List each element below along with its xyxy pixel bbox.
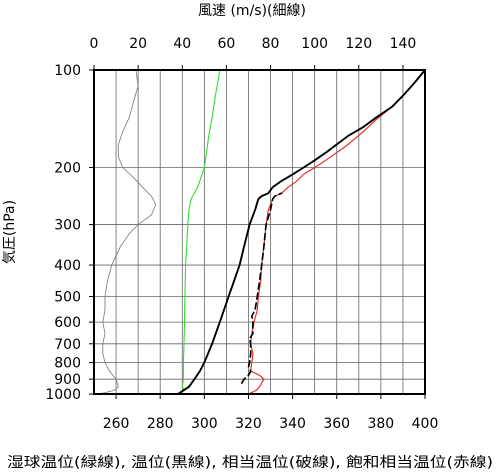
y-tick-label: 300 <box>54 218 81 234</box>
bottom-axis-title: 湿球温位(緑線), 温位(黒線), 相当温位(破線), 飽和相当温位(赤線) <box>7 454 493 471</box>
wind-tick-label: 40 <box>173 36 191 52</box>
wind-tick-label: 80 <box>262 36 280 52</box>
wind-tick-label: 60 <box>217 36 235 52</box>
x-tick-label: 360 <box>323 416 350 432</box>
wind-tick-label: 20 <box>129 36 147 52</box>
x-tick-label: 300 <box>191 416 218 432</box>
wind-tick-label: 100 <box>301 36 328 52</box>
x-tick-label: 340 <box>279 416 306 432</box>
plot-frame <box>93 69 426 395</box>
y-tick-label: 500 <box>54 289 81 305</box>
wind-tick-label: 0 <box>90 36 99 52</box>
x-tick-label: 380 <box>367 416 394 432</box>
y-tick-label: 800 <box>54 356 81 372</box>
equivalent-line <box>240 192 283 384</box>
series-layer <box>98 69 426 395</box>
y-tick-label: 200 <box>54 161 81 177</box>
y-tick-label: 900 <box>54 372 81 388</box>
y-tick-label: 100 <box>54 63 81 79</box>
x-tick-label: 260 <box>103 416 130 432</box>
wind-tick-label: 120 <box>345 36 372 52</box>
y-tick-label: 400 <box>54 258 81 274</box>
wind-tick-label: 140 <box>390 36 417 52</box>
x-tick-label: 280 <box>147 416 174 432</box>
saturated-equivalent-line <box>232 69 426 395</box>
x-tick-label: 320 <box>235 416 262 432</box>
wind-line <box>98 69 157 395</box>
left-axis-title: 気圧(hPa) <box>2 200 18 264</box>
y-tick-label: 1000 <box>45 387 81 403</box>
top-axis: 0 20 40 60 80 100 120 140 <box>90 36 417 70</box>
grid-lines <box>93 69 426 395</box>
top-axis-title: 風速 (m/s)(細線) <box>198 3 306 19</box>
y-tick-label: 600 <box>54 315 81 331</box>
potential-line <box>176 69 426 395</box>
bottom-axis: 260 280 300 320 340 360 380 400 <box>103 394 439 432</box>
wet-bulb-line <box>177 69 221 395</box>
x-tick-label: 400 <box>412 416 439 432</box>
y-tick-label: 700 <box>54 337 81 353</box>
